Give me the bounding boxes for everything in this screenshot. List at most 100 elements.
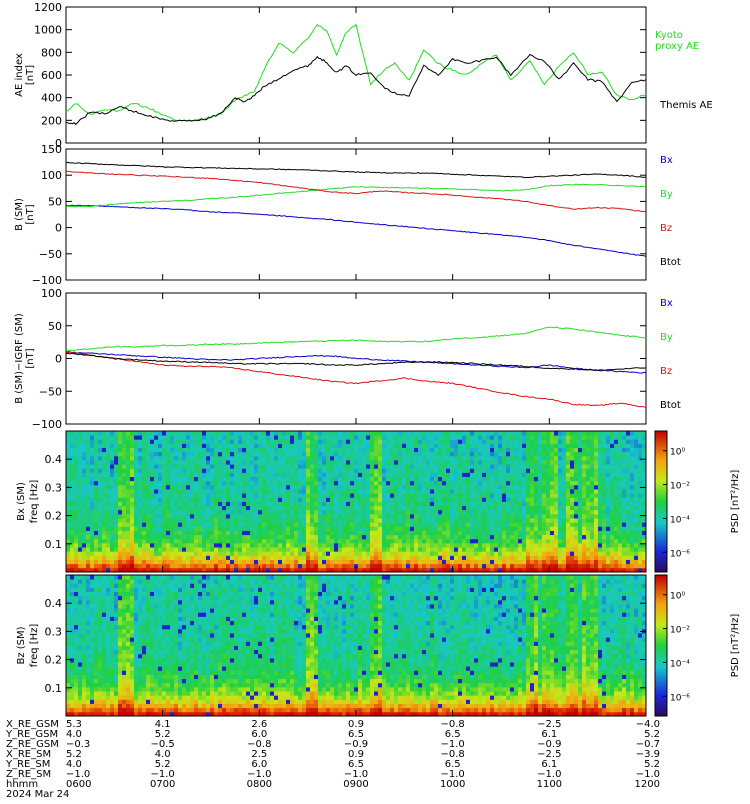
- spectrogram-cell: [390, 555, 394, 560]
- spectrogram-cell: [606, 543, 610, 548]
- spectrogram-cell: [486, 489, 490, 494]
- y-tick-label: 100: [41, 287, 62, 300]
- spectrogram-cell: [114, 535, 118, 540]
- spectrogram-cell: [454, 481, 458, 486]
- spectrogram-cell: [166, 493, 170, 498]
- spectrogram-cell: [602, 518, 606, 523]
- spectrogram-cell: [518, 431, 522, 436]
- legend-label-by: By: [660, 332, 673, 343]
- spectrogram-cell: [558, 489, 562, 494]
- spectrogram-cell: [142, 547, 146, 552]
- spectrogram-cell: [558, 543, 562, 548]
- spectrogram-cell: [394, 502, 398, 507]
- spectrogram-cell: [270, 460, 274, 465]
- spectrogram-cell: [366, 543, 370, 548]
- spectrogram-cell: [146, 514, 150, 519]
- spectrogram-cell: [518, 464, 522, 469]
- spectrogram-cell: [478, 539, 482, 544]
- spectrogram-cell: [170, 468, 174, 473]
- spectrogram-cell: [322, 497, 326, 502]
- spectrogram-cell: [534, 460, 538, 465]
- spectrogram-cell: [426, 439, 430, 444]
- spectrogram-cell: [382, 431, 386, 436]
- spectrogram-cell: [422, 477, 426, 482]
- spectrogram-cell: [510, 431, 514, 436]
- spectrogram-cell: [482, 456, 486, 461]
- spectrogram-cell: [398, 460, 402, 465]
- spectrogram-cell: [610, 493, 614, 498]
- spectrogram-cell: [322, 481, 326, 486]
- spectrogram-cell: [462, 456, 466, 461]
- spectrogram-cell: [626, 439, 630, 444]
- spectrogram-cell: [66, 497, 70, 502]
- spectrogram-cell: [306, 472, 310, 477]
- spectrogram-cell: [494, 539, 498, 544]
- spectrogram-cell: [402, 555, 406, 560]
- spectrogram-cell: [354, 431, 358, 436]
- spectrogram-cell: [162, 560, 166, 565]
- spectrogram-cell: [506, 464, 510, 469]
- spectrogram-cell: [82, 555, 86, 560]
- spectrogram-cell: [570, 464, 574, 469]
- spectrogram-cell: [422, 555, 426, 560]
- spectrogram-cell: [230, 448, 234, 453]
- spectrogram-cell: [570, 468, 574, 473]
- spectrogram-cell: [550, 526, 554, 531]
- spectrogram-cell: [222, 435, 226, 440]
- spectrogram-cell: [330, 502, 334, 507]
- spectrogram-cell: [522, 472, 526, 477]
- spectrogram-cell: [490, 481, 494, 486]
- spectrogram-cell: [254, 448, 258, 453]
- spectrogram-cell: [306, 510, 310, 515]
- spectrogram-cell: [598, 464, 602, 469]
- spectrogram-cell: [582, 489, 586, 494]
- spectrogram-cell: [522, 456, 526, 461]
- spectrogram-cell: [338, 456, 342, 461]
- spectrogram-cell: [242, 510, 246, 515]
- spectrogram-cell: [378, 518, 382, 523]
- spectrogram-cell: [410, 506, 414, 511]
- spectrogram-cell: [298, 435, 302, 440]
- spectrogram-cell: [598, 443, 602, 448]
- spectrogram-cell: [382, 489, 386, 494]
- spectrogram-cell: [502, 456, 506, 461]
- spectrogram-cell: [210, 481, 214, 486]
- spectrogram-cell: [66, 526, 70, 531]
- spectrogram-cell: [310, 439, 314, 444]
- spectrogram-cell: [98, 564, 102, 569]
- spectrogram-cell: [206, 497, 210, 502]
- spectrogram-cell: [194, 560, 198, 565]
- spectrogram-cell: [366, 485, 370, 490]
- spectrogram-cell: [434, 431, 438, 436]
- spectrogram-cell: [86, 543, 90, 548]
- spectrogram-cell: [430, 502, 434, 507]
- spectrogram-cell: [374, 506, 378, 511]
- spectrogram-cell: [346, 452, 350, 457]
- y-tick-label: −100: [32, 274, 62, 287]
- spectrogram-cell: [306, 456, 310, 461]
- spectrogram-cell: [478, 452, 482, 457]
- spectrogram-cell: [110, 452, 114, 457]
- spectrogram-cell: [614, 468, 618, 473]
- spectrogram-cell: [414, 551, 418, 556]
- spectrogram-cell: [74, 435, 78, 440]
- spectrogram-cell: [598, 535, 602, 540]
- spectrogram-cell: [274, 443, 278, 448]
- spectrogram-cell: [214, 439, 218, 444]
- spectrogram-cell: [286, 468, 290, 473]
- spectrogram-cell: [362, 497, 366, 502]
- spectrogram-cell: [174, 456, 178, 461]
- spectrogram-cell: [70, 472, 74, 477]
- spectrogram-cell: [326, 460, 330, 465]
- spectrogram-cell: [122, 543, 126, 548]
- spectrogram-cell: [318, 485, 322, 490]
- spectrogram-cell: [166, 514, 170, 519]
- spectrogram-cell: [66, 535, 70, 540]
- spectrogram-cell: [310, 456, 314, 461]
- spectrogram-cell: [98, 439, 102, 444]
- spectrogram-cell: [542, 472, 546, 477]
- spectrogram-cell: [498, 518, 502, 523]
- spectrogram-cell: [118, 551, 122, 556]
- spectrogram-cell: [102, 526, 106, 531]
- spectrogram-cell: [614, 443, 618, 448]
